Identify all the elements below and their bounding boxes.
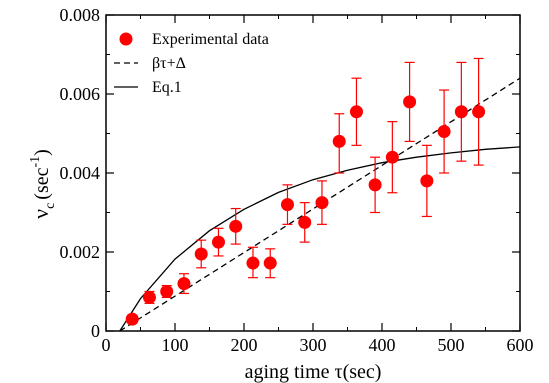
y-tick-label: 0.008 — [60, 5, 101, 25]
y-axis-label: νc (sec-1) — [28, 149, 58, 219]
fit-curve-eq1 — [119, 146, 521, 332]
legend-label: Eq.1 — [152, 79, 182, 96]
data-point — [315, 196, 329, 210]
legend-label: Experimental data — [152, 31, 269, 48]
svg-text:νc(sec-1): νc (sec-1) — [28, 149, 58, 219]
legend: Experimental data βτ+Δ Eq.1 — [114, 31, 269, 96]
y-tick-label: 0.002 — [60, 242, 101, 262]
data-point — [194, 247, 208, 261]
data-point — [332, 134, 346, 148]
x-axis-label: aging time τ(sec) — [245, 361, 382, 383]
points-layer — [125, 57, 486, 326]
x-tick-label: 200 — [231, 335, 258, 355]
y-axis-label-unit: (sec — [31, 167, 53, 199]
data-point — [263, 256, 277, 270]
x-tick-label: 600 — [507, 335, 534, 355]
x-tick-label: 300 — [300, 335, 327, 355]
x-tick-label: 500 — [438, 335, 465, 355]
x-tick-label: 100 — [162, 335, 189, 355]
data-point — [368, 178, 382, 192]
data-point — [160, 285, 174, 298]
data-point — [454, 105, 468, 119]
y-tick-label: 0 — [91, 321, 100, 341]
data-point — [420, 174, 434, 188]
data-point — [125, 312, 139, 326]
x-tick-label: 0 — [102, 335, 111, 355]
x-tick-label: 400 — [369, 335, 396, 355]
curves-layer — [119, 77, 521, 332]
y-axis-label-symbol: ν — [28, 209, 53, 219]
y-axis-label-subscript: c — [43, 203, 58, 209]
data-point — [385, 150, 399, 164]
fit-line-linear — [119, 77, 521, 332]
data-point — [403, 95, 417, 109]
y-tick-label: 0.004 — [60, 163, 101, 183]
data-point — [177, 277, 191, 291]
y-axis-label-close: ) — [31, 149, 53, 156]
data-point — [280, 198, 294, 212]
data-point — [472, 105, 486, 119]
data-point — [298, 215, 312, 229]
data-point — [142, 290, 156, 304]
data-point — [229, 219, 243, 233]
y-tick-label: 0.006 — [60, 84, 101, 104]
axes-layer: 0 100 200 300 400 500 600 0 0.002 0.004 0.006 0.008 — [60, 5, 534, 355]
legend-label: βτ+Δ — [152, 55, 186, 72]
data-point — [246, 256, 260, 270]
y-axis-label-exponent: -1 — [28, 156, 43, 168]
data-point — [211, 235, 225, 249]
data-point — [437, 125, 451, 139]
legend-marker — [119, 32, 133, 46]
data-point — [349, 105, 363, 119]
